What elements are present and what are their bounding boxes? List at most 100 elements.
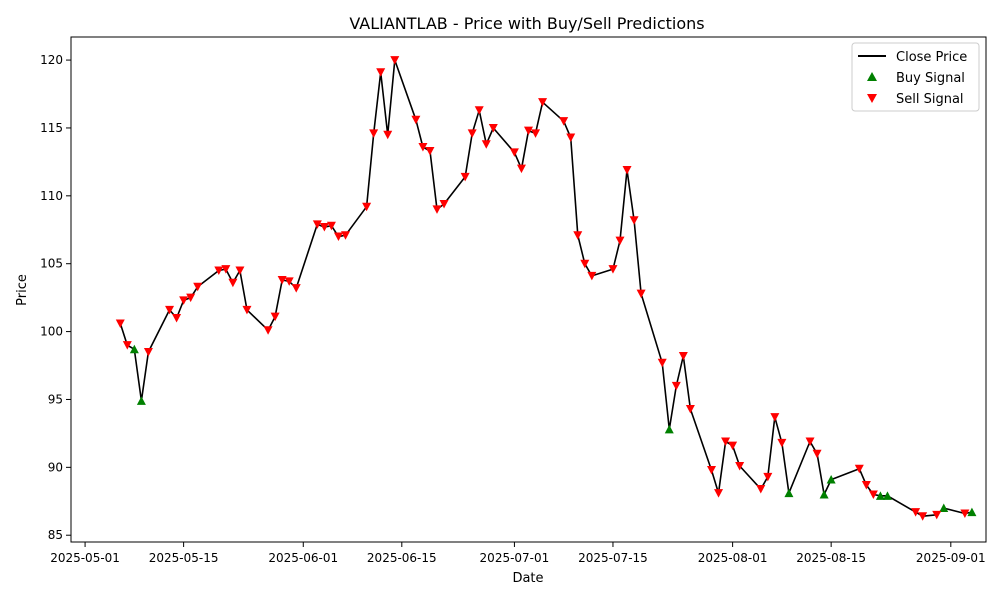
sell-signal-marker xyxy=(270,312,280,322)
legend-buy-signal-label: Buy Signal xyxy=(896,71,965,86)
legend-sell-signal-marker xyxy=(867,94,877,103)
x-tick-label: 2025-05-15 xyxy=(149,551,219,565)
sell-signal-marker xyxy=(277,275,287,285)
sell-signal-marker xyxy=(770,413,780,422)
sell-signal-marker xyxy=(235,266,245,275)
y-axis: 85 90 95 100 105 110 115 120 xyxy=(40,53,71,542)
sell-signal-marker xyxy=(714,489,724,498)
x-tick-label: 2025-06-01 xyxy=(268,551,338,565)
buy-signal-marker xyxy=(819,489,829,499)
legend: Close Price Buy Signal Sell Signal xyxy=(851,42,980,112)
x-axis: 2025-05-01 2025-05-15 2025-06-01 2025-06-15… xyxy=(50,542,986,565)
sell-signal-marker xyxy=(341,231,350,240)
sell-signal-marker xyxy=(312,220,322,229)
sell-signal-marker xyxy=(460,172,470,182)
sell-signal-marker xyxy=(362,202,372,212)
sell-signal-marker xyxy=(573,231,583,240)
sell-signal-marker xyxy=(242,305,252,315)
sell-signal-marker xyxy=(580,259,590,269)
sell-signal-marker xyxy=(221,265,231,274)
sell-signal-marker xyxy=(777,438,787,448)
sell-signal-marker xyxy=(854,464,864,474)
legend-close-price-label: Close Price xyxy=(896,50,967,65)
sell-signal-marker xyxy=(538,98,548,107)
buy-signal-marker xyxy=(129,344,139,354)
y-tick-label: 110 xyxy=(40,189,63,203)
sell-signal-marker xyxy=(868,490,878,499)
y-tick-label: 105 xyxy=(40,257,63,271)
y-axis-label: Price xyxy=(15,274,30,306)
sell-signal-marker xyxy=(481,140,491,149)
buy-signal-marker xyxy=(136,396,146,405)
sell-signal-marker xyxy=(376,68,386,77)
sell-signal-marker xyxy=(861,480,871,490)
sell-signal-marker xyxy=(812,449,822,459)
y-tick-label: 115 xyxy=(40,121,63,135)
sell-signal-marker xyxy=(629,216,639,225)
sell-signal-marker xyxy=(636,289,646,299)
sell-signal-marker xyxy=(559,117,569,126)
legend-box xyxy=(851,42,980,112)
x-axis-label: Date xyxy=(512,571,543,586)
sell-signal-marker xyxy=(179,296,189,305)
sell-signal-marker xyxy=(509,148,519,157)
buy-signal-marker xyxy=(826,475,836,484)
sell-signal-marker xyxy=(932,510,942,520)
sell-signal-marker xyxy=(524,126,533,136)
x-tick-label: 2025-08-15 xyxy=(796,551,866,565)
sell-signal-marker xyxy=(333,232,343,242)
sell-signal-marker xyxy=(383,130,393,140)
sell-signal-marker xyxy=(763,472,773,482)
sell-signal-marker xyxy=(319,223,329,232)
y-tick-label: 95 xyxy=(48,392,63,406)
sell-signal-marker xyxy=(411,115,421,125)
sell-signal-marker xyxy=(735,461,745,471)
legend-sell-signal-label: Sell Signal xyxy=(896,92,964,107)
sell-signal-marker xyxy=(531,129,541,138)
legend-buy-signal-marker xyxy=(867,72,877,81)
sell-signal-marker xyxy=(165,305,175,315)
sell-signal-marker xyxy=(390,56,400,65)
sell-signal-marker xyxy=(566,133,576,142)
sell-signal-marker xyxy=(467,129,477,138)
sell-signal-marker xyxy=(911,508,921,517)
sell-signal-marker xyxy=(418,142,428,152)
y-tick-label: 120 xyxy=(40,53,63,67)
sell-signal-marker xyxy=(115,319,125,328)
chart-title: VALIANTLAB - Price with Buy/Sell Predict… xyxy=(349,14,704,33)
x-tick-label: 2025-09-01 xyxy=(916,551,986,565)
x-tick-label: 2025-07-15 xyxy=(578,551,648,565)
sell-signal-marker xyxy=(143,347,153,357)
buy-signal-marker xyxy=(967,507,977,517)
x-tick-label: 2025-07-01 xyxy=(480,551,550,565)
x-tick-label: 2025-05-01 xyxy=(50,551,120,565)
sell-signal-marker xyxy=(284,277,294,286)
sell-signal-marker xyxy=(439,199,449,209)
sell-signal-marker xyxy=(615,236,625,246)
sell-signal-marker xyxy=(214,266,224,275)
buy-signal-marker xyxy=(882,491,892,500)
sell-signal-marker xyxy=(474,106,484,115)
y-tick-label: 90 xyxy=(48,460,63,474)
sell-signal-marker xyxy=(805,437,815,447)
sell-signal-marker xyxy=(622,166,632,175)
sell-signal-marker xyxy=(587,271,597,281)
sell-signal-marker xyxy=(657,358,667,368)
axes-frame xyxy=(70,36,987,543)
sell-signal-marker xyxy=(721,437,731,447)
sell-signal-marker xyxy=(122,341,132,350)
sell-signal-marker xyxy=(707,466,716,475)
x-tick-label: 2025-06-15 xyxy=(367,551,437,565)
buy-signal-marker xyxy=(784,488,794,498)
buy-signal-marker xyxy=(939,503,949,513)
sell-signal-marker xyxy=(960,509,970,518)
sell-signal-marker xyxy=(685,404,695,414)
buy-signal-marker xyxy=(664,424,674,434)
sell-signal-marker xyxy=(488,123,498,133)
sell-signal-marker xyxy=(432,205,442,214)
sell-signal-marker xyxy=(425,147,435,156)
sell-signal-marker xyxy=(172,314,182,323)
sell-signal-marker xyxy=(263,326,273,335)
sell-signal-marker xyxy=(516,164,526,174)
sell-signal-marker xyxy=(728,441,738,451)
